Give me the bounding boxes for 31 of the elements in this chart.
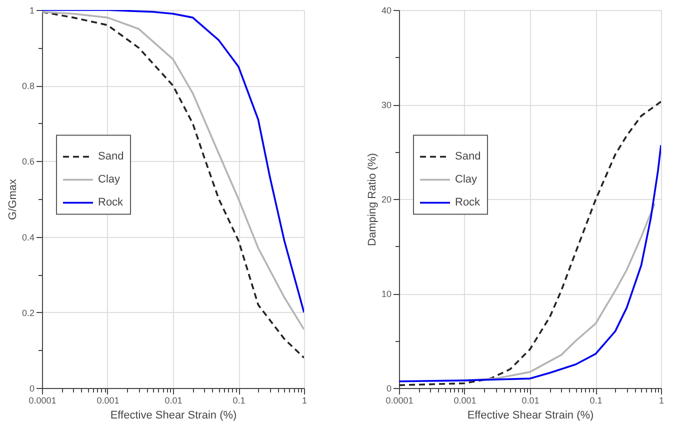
y-tick-label: 0: [386, 384, 392, 394]
x-axis-title: Effective Shear Strain (%): [110, 410, 237, 422]
y-tick-label: 0.8: [22, 81, 34, 92]
y-tick-label: 0: [29, 384, 34, 394]
x-tick-label: 0.0001: [28, 396, 56, 406]
x-tick-label: 0.01: [522, 396, 540, 406]
legend-label: Sand: [98, 150, 124, 163]
y-tick-label: 0.6: [22, 156, 34, 167]
y-tick-label: 0.2: [22, 308, 34, 318]
y-tick-label: 40: [381, 6, 392, 16]
x-tick-label: 0.001: [96, 396, 120, 406]
legend-label: Clay: [455, 174, 478, 186]
y-axis-title: Damping Ratio (%): [366, 153, 378, 246]
x-tick-label: 1: [302, 396, 308, 406]
x-tick-label: 0.1: [590, 396, 602, 406]
legend-label: Rock: [455, 196, 481, 209]
x-axis-title: Effective Shear Strain (%): [467, 410, 594, 422]
y-tick-label: 1: [29, 6, 34, 16]
y-axis-title: G/Gmax: [6, 178, 19, 220]
x-tick-label: 0.01: [164, 396, 182, 406]
y-tick-label: 20: [381, 194, 392, 204]
x-tick-label: 0.0001: [386, 396, 414, 406]
legend-label: Rock: [98, 196, 124, 209]
x-tick-label: 0.1: [232, 396, 246, 406]
y-tick-label: 0.4: [22, 232, 34, 242]
x-tick-label: 1: [658, 396, 664, 406]
x-tick-label: 0.001: [454, 396, 476, 406]
y-tick-label: 30: [381, 100, 392, 110]
legend-label: Clay: [98, 174, 121, 186]
legend-label: Sand: [455, 150, 481, 163]
y-tick-label: 10: [381, 289, 392, 299]
